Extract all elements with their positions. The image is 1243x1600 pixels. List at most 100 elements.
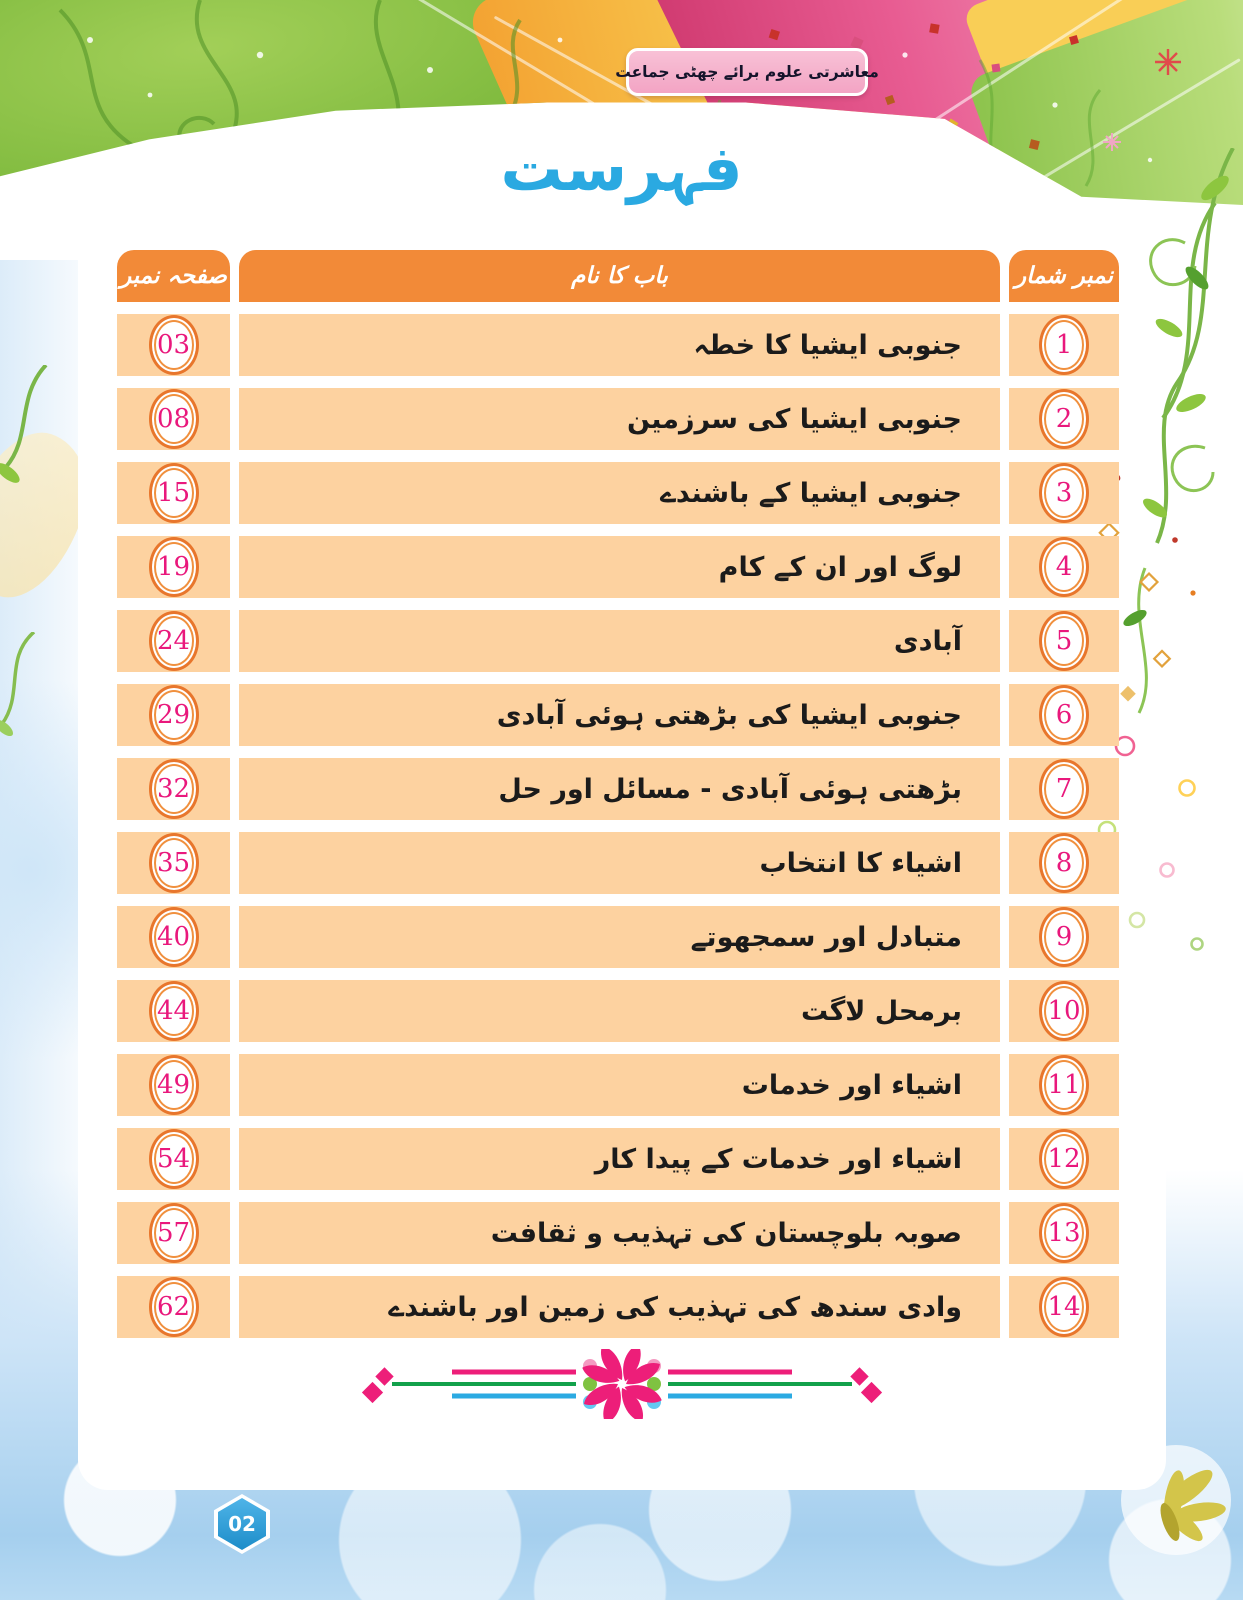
page-cell: 19 xyxy=(117,536,230,598)
vine-decoration xyxy=(0,365,48,483)
chapter-title: وادی سندھ کی تہذیب کی زمین اور باشندے xyxy=(388,1291,962,1323)
serial-cell: 6 xyxy=(1009,684,1119,746)
page-number-badge: 57 xyxy=(148,1203,199,1263)
serial-number: 9 xyxy=(1055,922,1073,952)
starburst-icon xyxy=(1103,133,1121,151)
serial-number-badge: 4 xyxy=(1039,537,1089,597)
chapter-cell: آبادی xyxy=(239,610,1000,672)
page-number-badge: 54 xyxy=(148,1129,199,1189)
chapter-title: جنوبی ایشیا کا خطہ xyxy=(693,329,962,361)
footer-page-number: 02 xyxy=(218,1498,266,1550)
chapter-cell: جنوبی ایشیا کی سرزمین xyxy=(239,388,1000,450)
chapter-title: اشیاء اور خدمات xyxy=(741,1069,962,1101)
chapter-column-header: باب کا نام xyxy=(239,250,1000,302)
page-number-badge: 40 xyxy=(148,907,199,967)
chapter-cell: اشیاء اور خدمات xyxy=(239,1054,1000,1116)
page-number-badge: 15 xyxy=(148,463,199,523)
page-number-badge: 24 xyxy=(148,611,199,671)
page-number-badge: 19 xyxy=(148,537,199,597)
chapter-title: اشیاء اور خدمات کے پیدا کار xyxy=(594,1143,962,1175)
serial-number-badge: 14 xyxy=(1039,1277,1089,1337)
page-cell: 49 xyxy=(117,1054,230,1116)
starburst-icon xyxy=(1155,49,1181,75)
page-number-badge: 32 xyxy=(148,759,199,819)
page-cell: 35 xyxy=(117,832,230,894)
chapter-title: جنوبی ایشیا کی سرزمین xyxy=(626,403,962,435)
page-number: 40 xyxy=(156,922,191,952)
page-cell: 29 xyxy=(117,684,230,746)
page-number: 08 xyxy=(156,404,191,434)
serial-number-badge: 1 xyxy=(1039,315,1089,375)
chapter-title: برمحل لاگت xyxy=(801,995,962,1027)
vine-decoration xyxy=(1090,148,1235,951)
table-row: 3 جنوبی ایشیا کے باشندے 15 xyxy=(117,462,1119,524)
table-row: 9 متبادل اور سمجھوتے 40 xyxy=(117,906,1119,968)
page-number: 57 xyxy=(156,1218,191,1248)
chapter-cell: متبادل اور سمجھوتے xyxy=(239,906,1000,968)
page-number-badge: 29 xyxy=(148,685,199,745)
serial-cell: 7 xyxy=(1009,758,1119,820)
serial-number: 11 xyxy=(1047,1070,1081,1100)
page-number: 29 xyxy=(156,700,191,730)
page-number: 62 xyxy=(156,1292,191,1322)
table-row: 5 آبادی 24 xyxy=(117,610,1119,672)
page-number: 35 xyxy=(156,848,191,878)
serial-number: 12 xyxy=(1047,1144,1081,1174)
course-title-text: معاشرتی علوم برائے چھٹی جماعت xyxy=(615,63,879,81)
chapter-cell: اشیاء کا انتخاب xyxy=(239,832,1000,894)
chapter-title: بڑھتی ہوئی آبادی - مسائل اور حل xyxy=(498,773,962,805)
chapter-title: صوبہ بلوچستان کی تہذیب و ثقافت xyxy=(490,1217,962,1249)
serial-cell: 9 xyxy=(1009,906,1119,968)
table-row: 7 بڑھتی ہوئی آبادی - مسائل اور حل 32 xyxy=(117,758,1119,820)
serial-number: 3 xyxy=(1055,478,1073,508)
chapter-cell: اشیاء اور خدمات کے پیدا کار xyxy=(239,1128,1000,1190)
table-row: 2 جنوبی ایشیا کی سرزمین 08 xyxy=(117,388,1119,450)
vine-decoration xyxy=(0,632,36,737)
serial-cell: 5 xyxy=(1009,610,1119,672)
serial-number: 6 xyxy=(1055,700,1073,730)
serial-cell: 13 xyxy=(1009,1202,1119,1264)
serial-number-badge: 2 xyxy=(1039,389,1089,449)
chapter-cell: بڑھتی ہوئی آبادی - مسائل اور حل xyxy=(239,758,1000,820)
serial-number-badge: 12 xyxy=(1039,1129,1089,1189)
serial-number: 10 xyxy=(1047,996,1081,1026)
chapter-cell: جنوبی ایشیا کی بڑھتی ہوئی آبادی xyxy=(239,684,1000,746)
page-cell: 54 xyxy=(117,1128,230,1190)
page-number: 44 xyxy=(156,996,191,1026)
serial-number-badge: 13 xyxy=(1039,1203,1089,1263)
page-number-badge: 03 xyxy=(148,315,199,375)
flower-ornament-icon xyxy=(580,1349,663,1419)
chapter-cell: جنوبی ایشیا کا خطہ xyxy=(239,314,1000,376)
divider-ornament-icon xyxy=(361,1349,882,1419)
chapter-title: لوگ اور ان کے کام xyxy=(718,551,962,583)
decorative-divider xyxy=(0,1349,1243,1419)
page-number: 03 xyxy=(156,330,191,360)
serial-cell: 10 xyxy=(1009,980,1119,1042)
page-cell: 03 xyxy=(117,314,230,376)
page-number-badge: 62 xyxy=(148,1277,199,1337)
chapter-cell: لوگ اور ان کے کام xyxy=(239,536,1000,598)
lily-flower-decoration xyxy=(1121,1445,1231,1555)
serial-cell: 2 xyxy=(1009,388,1119,450)
table-row: 1 جنوبی ایشیا کا خطہ 03 xyxy=(117,314,1119,376)
serial-number: 7 xyxy=(1055,774,1073,804)
serial-number-badge: 9 xyxy=(1039,907,1089,967)
page-number: 49 xyxy=(156,1070,191,1100)
serial-number: 14 xyxy=(1047,1292,1081,1322)
page-cell: 08 xyxy=(117,388,230,450)
page-number: 15 xyxy=(156,478,191,508)
toc-header-row: نمبر شمار باب کا نام صفحہ نمبر xyxy=(117,250,1119,302)
table-row: 11 اشیاء اور خدمات 49 xyxy=(117,1054,1119,1116)
table-row: 6 جنوبی ایشیا کی بڑھتی ہوئی آبادی 29 xyxy=(117,684,1119,746)
toc-rows: 1 جنوبی ایشیا کا خطہ 03 2 جنوبی ایشیا کی… xyxy=(117,314,1119,1338)
serial-number: 8 xyxy=(1055,848,1073,878)
page-number: 54 xyxy=(156,1144,191,1174)
table-row: 4 لوگ اور ان کے کام 19 xyxy=(117,536,1119,598)
table-row: 13 صوبہ بلوچستان کی تہذیب و ثقافت 57 xyxy=(117,1202,1119,1264)
page-number-badge: 44 xyxy=(148,981,199,1041)
serial-cell: 8 xyxy=(1009,832,1119,894)
serial-number: 13 xyxy=(1047,1218,1081,1248)
page-number-badge: 08 xyxy=(148,389,199,449)
page-number: 24 xyxy=(156,626,191,656)
